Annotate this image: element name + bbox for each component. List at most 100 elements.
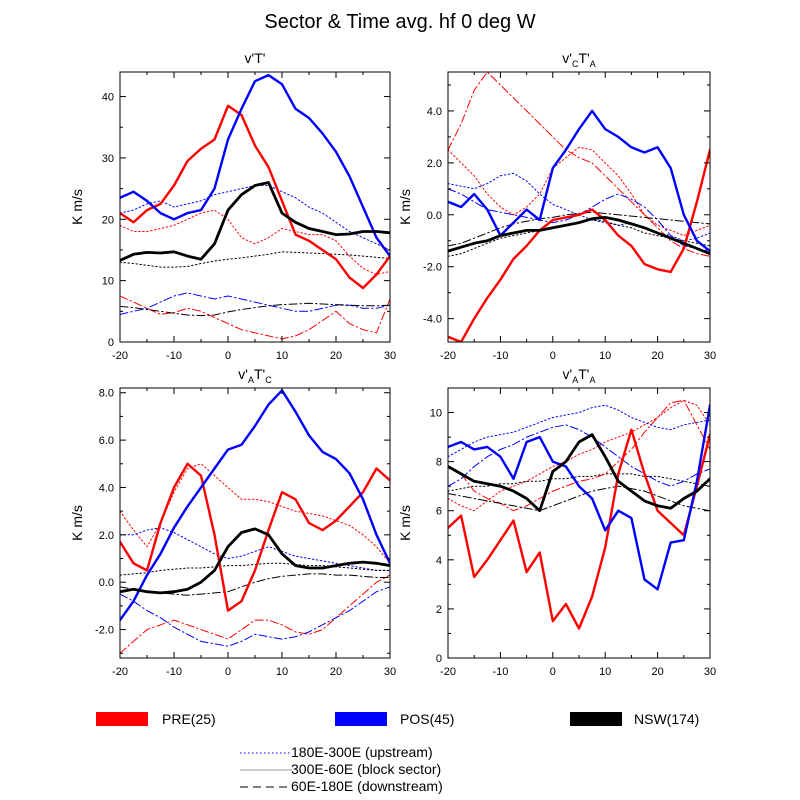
panel-1-xtick-label: -10 — [166, 350, 182, 362]
panel-4-ytick-label: 10 — [430, 408, 442, 420]
panel-4-ytick-label: 4 — [436, 555, 442, 567]
panel-4-xtick-label: -10 — [492, 666, 508, 678]
panel-3-xtick-label: -10 — [166, 666, 182, 678]
panel-3: v'AT'C -20 -10 0 10 20 30 -2.0 0.0 2.0 4.0 6.0 8.0 K … — [69, 366, 396, 678]
panel-4-ytick-label: 8 — [436, 457, 442, 469]
panel-2-line-pos-downstream — [448, 188, 710, 252]
panel-3-ytick-label: 2.0 — [99, 530, 114, 542]
panel-2-xtick-label: -20 — [440, 350, 456, 362]
panel-2-line-pos-block — [448, 109, 710, 253]
panel-2-xtick-label: 20 — [651, 350, 663, 362]
panel-1-frame — [119, 71, 391, 343]
panel-1-xtick-label: 30 — [384, 350, 396, 362]
panel-1-line-pre-downstream — [120, 295, 390, 340]
panel-2-xtick-label: 30 — [704, 350, 716, 362]
panel-3-line-pos-downstream — [120, 586, 390, 647]
legend-sector-dotted: 180E-300E (upstream) — [240, 744, 433, 760]
panel-2-ytick-label: -2.0 — [423, 262, 442, 274]
panel-4-line-pos-block — [448, 404, 710, 591]
panel-3-line-pos-block — [120, 389, 390, 622]
panel-2-ytick-label: 0.0 — [427, 210, 442, 222]
panel-3-ytick-label: 4.0 — [99, 482, 114, 494]
panel-3-title: v'AT'C — [238, 366, 272, 385]
panel-4-line-nsw-block — [448, 433, 710, 513]
legend-item-nsw: NSW(174) — [570, 711, 699, 727]
panel-1-ytick-label: 10 — [102, 276, 114, 288]
legend-item-pos: POS(45) — [335, 711, 454, 727]
panel-1-ytick-label: 30 — [102, 153, 114, 165]
legend-label: PRE(25) — [162, 711, 216, 727]
panel-3-xtick-label: 0 — [225, 666, 231, 678]
panel-3-line-pre-upstream — [120, 463, 390, 564]
panel-1-line-pos-upstream — [120, 185, 390, 251]
legend-sector-label: 300E-60E (block sector) — [291, 761, 441, 777]
panel-4-title: v'AT'A — [563, 366, 596, 385]
panel-2-line-pre-downstream — [448, 72, 710, 257]
panel-1-line-pos-downstream — [120, 292, 390, 315]
panel-2-ytick-label: -4.0 — [423, 314, 442, 326]
panel-3-line-pre-downstream — [120, 574, 390, 654]
panel-1-line-pre-upstream — [120, 209, 390, 275]
legend-swatch — [570, 712, 622, 726]
panel-1-ytick-label: 0 — [108, 337, 114, 349]
panel-4-ylabel: K m/s — [397, 505, 413, 541]
panel-3-ytick-label: -2.0 — [95, 625, 114, 637]
panel-4-xtick-label: -20 — [440, 666, 456, 678]
panel-3-xtick-label: -20 — [112, 666, 128, 678]
legend-label: NSW(174) — [634, 711, 699, 727]
panel-4-line-pos-downstream — [448, 424, 710, 487]
panel-4-ytick-label: 0 — [436, 653, 442, 665]
panel-1-line-pre-block — [120, 104, 390, 290]
panel-1-ytick-label: 40 — [102, 92, 114, 104]
panel-3-line-nsw-downstream — [120, 573, 390, 596]
panel-3-line-nsw-block — [120, 527, 390, 595]
panel-3-xtick-label: 10 — [276, 666, 288, 678]
panel-1-xtick-label: -20 — [112, 350, 128, 362]
panel-1: v'T' -20 -10 0 10 20 30 0 10 20 30 40 K m/s — [69, 50, 396, 362]
panel-4-xtick-label: 30 — [704, 666, 716, 678]
figure-title: Sector & Time avg. hf 0 deg W — [264, 11, 535, 33]
panel-4-xtick-label: 10 — [599, 666, 611, 678]
panel-3-line-nsw-upstream — [120, 562, 390, 576]
panel-1-line-nsw-upstream — [120, 251, 390, 268]
panel-2-title: v'CT'A — [562, 50, 595, 69]
panel-3-line-pre-block — [120, 462, 390, 612]
panel-4-ytick-label: 6 — [436, 506, 442, 518]
panel-2-line-nsw-block — [448, 216, 710, 256]
legend-label: POS(45) — [400, 711, 454, 727]
panel-1-xtick-label: 20 — [330, 350, 342, 362]
legend-sector-label: 60E-180E (downstream) — [291, 778, 443, 794]
panel-3-ytick-label: 6.0 — [99, 435, 114, 447]
legend: PRE(25) POS(45) NSW(174) 180E-300E (upstrea… — [96, 711, 699, 794]
legend-swatch — [335, 712, 387, 726]
panel-4: v'AT'A -20 -10 0 10 20 30 0 2 4 6 8 10 K m/s — [397, 366, 716, 678]
panel-4-line-pos-upstream — [448, 404, 710, 458]
panel-1-xtick-label: 10 — [276, 350, 288, 362]
panel-3-xtick-label: 20 — [330, 666, 342, 678]
panel-2-xtick-label: 10 — [599, 350, 611, 362]
panel-3-xtick-label: 30 — [384, 666, 396, 678]
legend-item-pre: PRE(25) — [96, 711, 216, 727]
panel-1-title: v'T' — [245, 50, 266, 66]
panel-2-line-nsw-downstream — [448, 211, 710, 247]
panel-2-xtick-label: -10 — [492, 350, 508, 362]
panel-2-line-pre-upstream — [448, 146, 710, 237]
panel-4-line-pre-downstream — [448, 399, 710, 512]
panel-4-xtick-label: 0 — [550, 666, 556, 678]
panel-2-ytick-label: 4.0 — [427, 106, 442, 118]
panel-1-line-nsw-downstream — [120, 302, 390, 317]
panel-4-line-pre-block — [448, 428, 710, 630]
legend-sector-dashed: 60E-180E (downstream) — [240, 778, 443, 794]
panel-3-ytick-label: 8.0 — [99, 388, 114, 400]
panel-1-xtick-label: 0 — [225, 350, 231, 362]
panel-2-frame — [447, 71, 711, 343]
panel-1-line-nsw-block — [120, 181, 390, 262]
legend-swatch — [96, 712, 148, 726]
panel-1-ylabel: K m/s — [69, 189, 85, 225]
panel-4-ytick-label: 2 — [436, 604, 442, 616]
panel-4-line-pre-upstream — [448, 399, 710, 512]
panel-1-ytick-label: 20 — [102, 214, 114, 226]
panel-2-line-pre-block — [448, 148, 710, 342]
